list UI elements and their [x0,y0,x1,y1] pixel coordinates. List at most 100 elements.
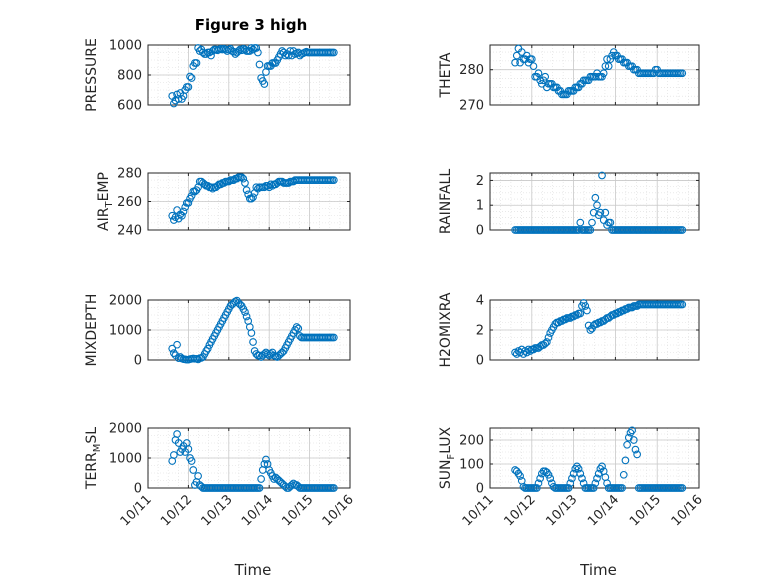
data-point [566,479,575,488]
data-point [186,72,194,81]
data-point [576,218,585,227]
y-tick-label: 2 [476,174,484,189]
data-point [576,469,585,478]
data-point [237,173,246,182]
x-tick-label: 10/16 [669,492,706,529]
data-point [574,464,583,473]
data-point [170,349,178,357]
y-tick-label: 0 [134,482,142,497]
data-point [678,69,687,78]
data-point [541,72,550,81]
data-point [619,470,628,479]
data-point [247,329,256,337]
subplot-6: 0 2 4 H2OMIXRA [438,292,700,369]
y-tick-label: 200 [459,434,484,449]
data-point [241,308,249,316]
data-point [207,51,215,60]
data-point [187,457,196,465]
data-point [606,218,615,227]
data-point [589,484,598,492]
data-point [536,474,545,483]
data-point [168,344,177,353]
data-point [678,484,687,492]
series-markers [511,171,687,234]
data-point [628,426,636,435]
data-point [229,47,238,56]
x-tick-label: 10/13 [543,492,580,529]
data-point [187,74,196,82]
data-point [173,340,181,349]
data-point [539,76,548,85]
axes-box [489,172,700,231]
subplot-7: 0 1000 2000 10/11 10/12 10/13 10/14 10/15 10/16 T… [84,422,357,580]
data-point [544,333,553,342]
data-point [511,58,519,67]
data-point [678,226,687,234]
data-point [294,324,303,333]
data-point [629,436,638,444]
data-point [242,312,251,321]
data-point [247,194,256,203]
x-axis-label: Time [234,561,272,579]
data-point [534,69,543,78]
x-axis-label: Time [579,561,617,579]
y-tick-label: 800 [117,69,142,84]
data-point [593,201,601,210]
data-point [170,451,178,459]
data-point [517,48,526,56]
data-point [184,445,193,453]
data-point [194,183,202,192]
series-markers [511,426,687,492]
y-axis-label: MIXDEPTH [84,294,100,367]
y-tick-label: 0 [134,354,142,369]
data-point [512,51,521,60]
y-tick-label: 2000 [109,422,142,437]
data-point [292,323,301,331]
data-point [255,484,264,492]
data-point [239,174,248,183]
data-point [599,69,608,78]
y-tick-label: 270 [459,99,484,114]
y-tick-label: 240 [117,224,142,239]
data-point [516,472,524,480]
data-point [588,218,596,227]
data-point [568,474,576,483]
data-point [249,338,257,346]
series-markers [168,173,338,224]
series-markers [511,44,687,99]
series-markers [168,430,338,492]
data-point [173,430,181,438]
y-tick-label: 2000 [109,294,142,309]
data-point [203,344,212,353]
data-point [593,474,601,483]
data-point [564,484,573,492]
data-point [578,474,586,483]
data-point [252,44,261,52]
data-point [623,440,631,449]
data-point [184,199,193,207]
y-axis-label: THETA [438,52,454,98]
data-point [247,44,256,52]
data-point [618,484,626,492]
data-point [596,208,605,217]
x-tick-label: 10/15 [627,492,664,529]
data-point [678,300,687,309]
data-point [583,306,591,315]
series-markers [168,44,338,108]
y-tick-label: 100 [459,458,484,473]
axes-box [489,44,700,106]
data-point [257,475,265,483]
y-tick-label: 280 [117,167,142,182]
data-point [255,351,264,360]
data-point [581,302,590,310]
data-point [601,62,610,71]
data-point [534,479,543,488]
data-point [329,484,338,492]
axes-box [489,427,700,489]
y-tick-label: 280 [459,63,484,78]
data-point [329,48,338,57]
data-point [598,462,606,471]
subplot-4: 0 1 2 RAINFALL [438,169,700,239]
